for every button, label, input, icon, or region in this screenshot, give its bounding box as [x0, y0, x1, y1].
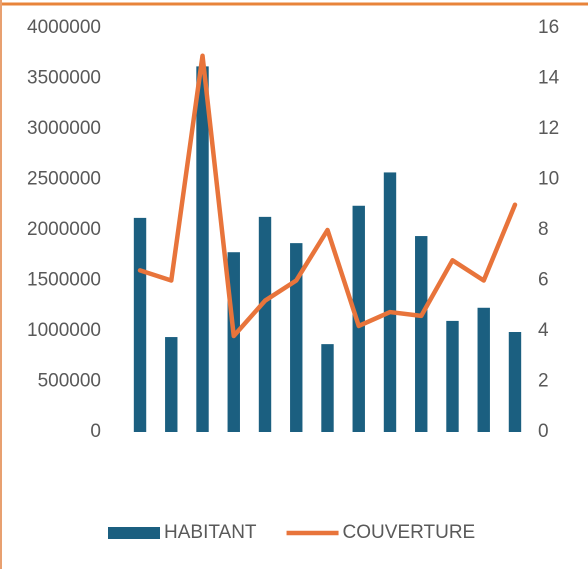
- bar: [508, 332, 522, 432]
- y-tick-label: 3000000: [27, 118, 101, 139]
- bar: [477, 307, 490, 432]
- y2-tick-label: 14: [538, 68, 560, 89]
- y-tick-label: 3500000: [27, 68, 101, 89]
- bar: [196, 66, 209, 432]
- y2-tick-label: 4: [538, 320, 549, 341]
- y-tick-label: 500000: [38, 371, 101, 392]
- bar: [383, 172, 397, 432]
- bar: [258, 216, 272, 432]
- y-tick-label: 4000000: [27, 17, 101, 38]
- bar: [415, 236, 428, 432]
- y-tick-label: 2000000: [27, 219, 101, 240]
- y2-tick-label: 2: [538, 371, 549, 392]
- bar: [321, 344, 334, 432]
- y2-tick-label: 0: [538, 421, 549, 442]
- y2-tick-label: 16: [538, 17, 559, 38]
- legend-label: COUVERTURE: [343, 522, 476, 543]
- bar: [165, 337, 178, 432]
- y-tick-label: 1000000: [27, 320, 101, 341]
- y-tick-label: 2500000: [27, 169, 101, 190]
- bar: [133, 217, 147, 432]
- bar: [290, 243, 303, 432]
- legend-swatch: [108, 527, 160, 539]
- y2-tick-label: 12: [538, 118, 559, 139]
- legend-label: HABITANT: [164, 522, 257, 543]
- y2-tick-label: 6: [538, 270, 549, 291]
- y2-tick-label: 8: [538, 219, 549, 240]
- line: [137, 53, 518, 339]
- y2-tick-label: 10: [538, 169, 559, 190]
- y-tick-label: 1500000: [27, 270, 101, 291]
- y-tick-label: 0: [90, 421, 101, 442]
- bar: [446, 320, 459, 432]
